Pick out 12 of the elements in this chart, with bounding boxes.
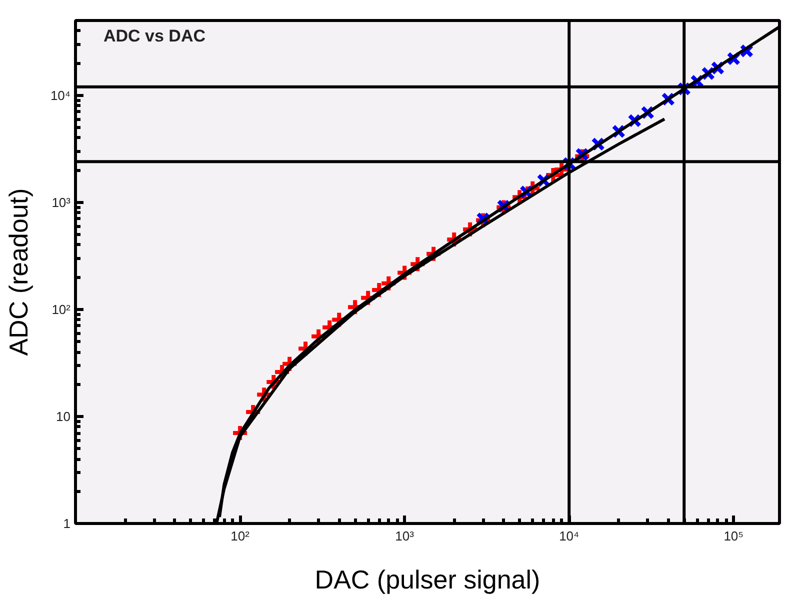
x-tick-label: 10³: [395, 528, 415, 544]
y-tick-label: 10: [56, 408, 71, 424]
y-axis-title: ADC (readout): [3, 188, 34, 356]
x-tick-label: 10²: [230, 528, 250, 544]
x-tick-label: 10⁴: [559, 528, 580, 544]
x-tick-label: 10⁵: [724, 528, 744, 544]
y-tick-label: 1: [63, 516, 71, 531]
x-axis-title: DAC (pulser signal): [314, 564, 540, 594]
y-tick-label: 10³: [52, 194, 72, 210]
chart-title: ADC vs DAC: [104, 26, 206, 46]
y-tick-label: 10²: [52, 302, 72, 317]
y-tick-label: 10⁴: [50, 88, 70, 103]
